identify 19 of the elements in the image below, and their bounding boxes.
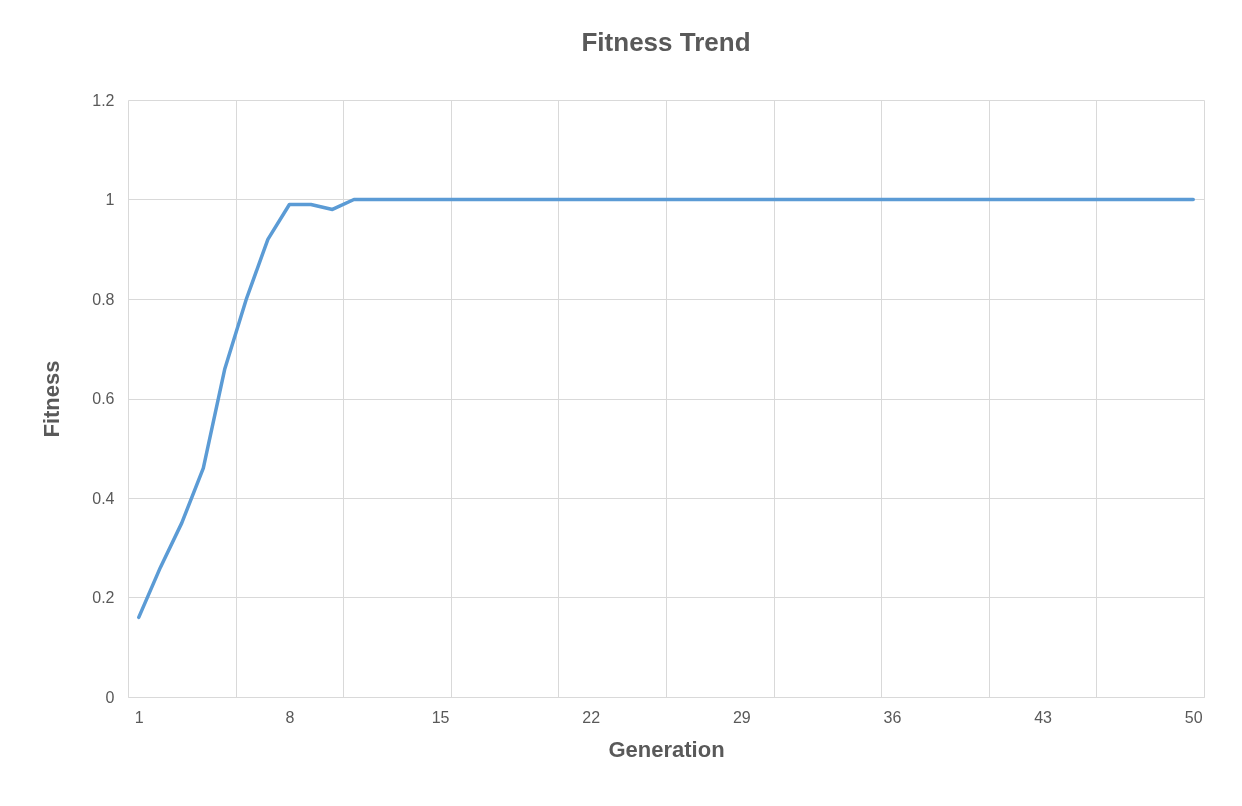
- chart-title: Fitness Trend: [581, 27, 751, 57]
- y-axis-title: Fitness: [39, 360, 65, 438]
- x-tick-label: 36: [883, 708, 902, 726]
- y-tick-label: 1: [105, 191, 115, 208]
- y-tick-label: 0.6: [92, 390, 115, 407]
- y-tick-label: 1.2: [92, 91, 115, 109]
- y-tick-label: 0.8: [92, 290, 115, 308]
- x-tick-label: 15: [431, 708, 450, 726]
- y-tick-label: 0.2: [92, 589, 115, 606]
- x-tick-label: 8: [285, 708, 295, 726]
- line-series: [137, 197, 1195, 620]
- y-tick-label: 0.4: [92, 489, 115, 507]
- x-tick-label: 50: [1184, 708, 1203, 726]
- x-tick-label: 29: [732, 708, 751, 726]
- y-tick-label: 0: [105, 688, 115, 706]
- x-tick-label: 1: [134, 708, 144, 726]
- x-axis-title: Generation: [608, 736, 725, 762]
- x-tick-label: 22: [582, 708, 601, 726]
- x-tick-label: 43: [1034, 708, 1053, 726]
